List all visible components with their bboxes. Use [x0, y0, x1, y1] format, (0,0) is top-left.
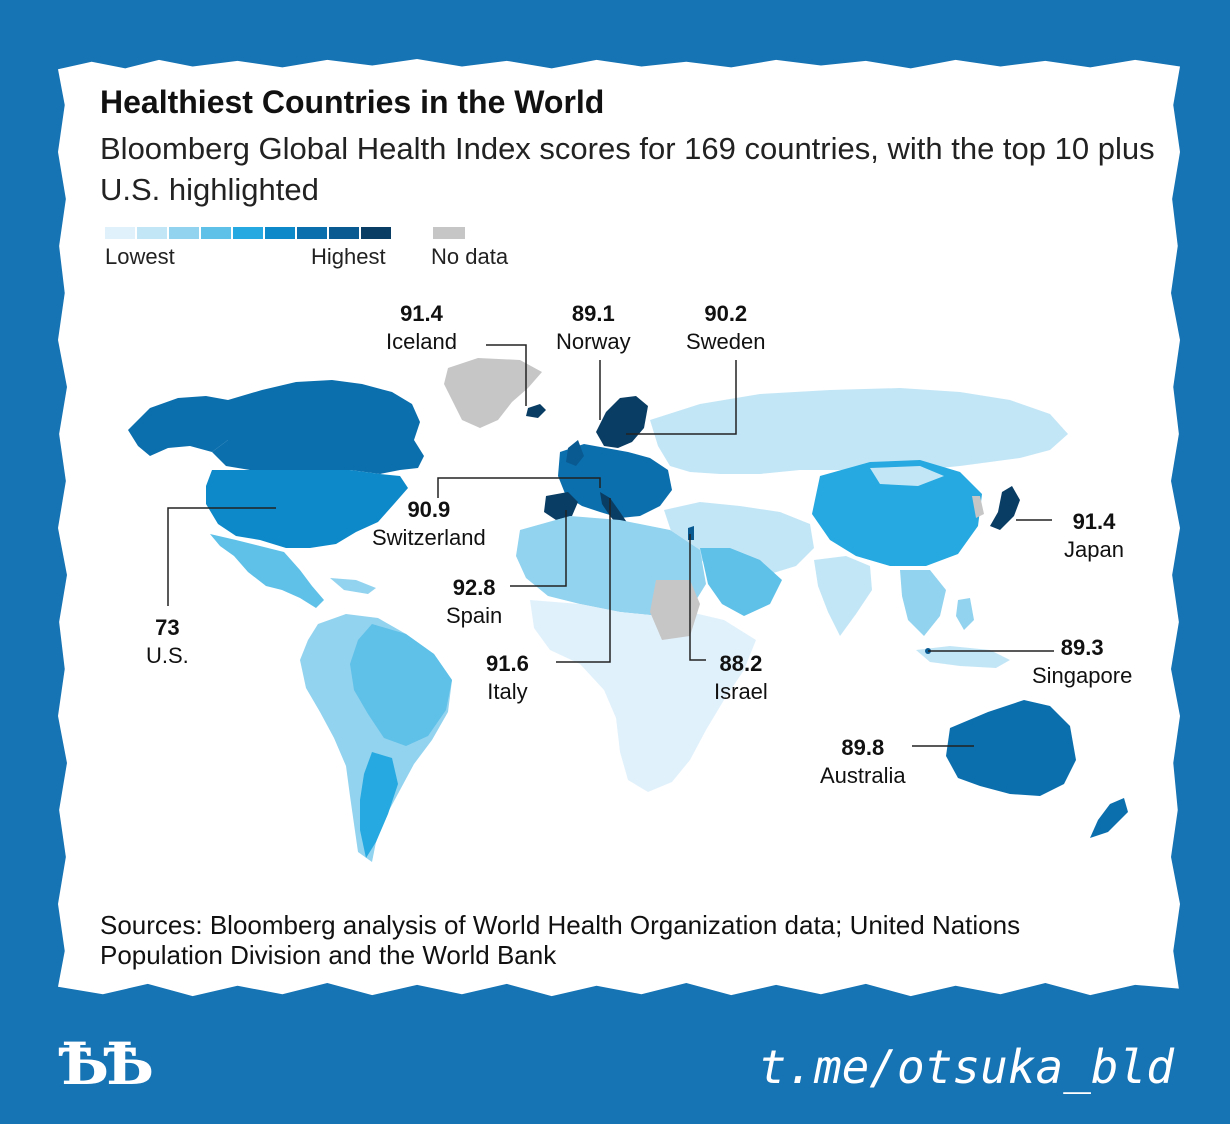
greenland-shape	[444, 358, 542, 428]
country-label: Australia	[820, 763, 906, 788]
map-subtitle: Bloomberg Global Health Index scores for…	[100, 131, 1155, 207]
country-label: Iceland	[386, 329, 457, 354]
brazil-shape	[350, 624, 452, 746]
legend-highest-label: Highest	[311, 244, 386, 269]
score-label: 89.8	[841, 735, 885, 760]
japan-shape	[990, 486, 1020, 530]
score-label: 73	[155, 615, 180, 640]
callout-sweden: 90.2 Sweden	[686, 300, 766, 356]
alaska-shape	[128, 396, 228, 456]
score-label: 91.6	[486, 651, 529, 676]
philippines-shape	[956, 598, 974, 630]
channel-logo: ѢѢ	[58, 1030, 154, 1098]
score-label: 90.9	[407, 497, 451, 522]
legend-nodata-label: No data	[431, 244, 509, 269]
callout-japan: 91.4 Japan	[1064, 508, 1124, 564]
legend-lowest-label: Lowest	[105, 244, 175, 269]
score-label: 90.2	[704, 301, 748, 326]
iceland-leader-line	[486, 344, 527, 406]
uk-shape	[566, 440, 584, 466]
country-label: Sweden	[686, 329, 766, 354]
new-zealand-shape	[1090, 798, 1128, 838]
australia-shape	[946, 700, 1076, 796]
mexico-central-america-shape	[210, 534, 324, 608]
callout-singapore: 89.3 Singapore	[1032, 634, 1132, 690]
country-label: Israel	[714, 679, 768, 704]
country-label: Switzerland	[372, 525, 486, 550]
country-label: Spain	[446, 603, 503, 628]
country-label: U.S.	[146, 643, 189, 668]
channel-handle-link[interactable]: t.me/otsuka_bld	[758, 1040, 1174, 1094]
caribbean-shape	[330, 578, 376, 594]
color-legend: Lowest Highest	[105, 227, 393, 269]
callout-us: 73 U.S.	[146, 614, 189, 670]
italy-shape	[600, 492, 628, 528]
southeast-asia-shape	[900, 570, 946, 636]
callout-iceland: 91.4 Iceland	[386, 300, 457, 356]
legend-swatch	[169, 227, 199, 239]
russia-shape	[650, 388, 1068, 474]
score-label: 88.2	[719, 651, 763, 676]
scandinavia-shape	[596, 396, 648, 448]
sources-note: Sources: Bloomberg analysis of World Hea…	[100, 910, 1021, 970]
legend-swatch	[361, 227, 391, 239]
china-shape	[812, 460, 982, 566]
country-label: Singapore	[1032, 663, 1133, 688]
score-label: 89.1	[571, 301, 615, 326]
middle-east-shape	[664, 502, 814, 574]
score-label: 91.4	[1072, 509, 1116, 534]
country-label: Norway	[556, 329, 631, 354]
switzerland-leader-line	[437, 477, 601, 498]
legend-swatch	[105, 227, 135, 239]
callout-australia: 89.8 Australia	[820, 734, 906, 790]
india-shape	[814, 556, 872, 636]
legend-swatch	[137, 227, 167, 239]
legend-swatch	[233, 227, 263, 239]
score-label: 89.3	[1060, 635, 1104, 660]
usa-shape	[206, 470, 408, 548]
country-label: Italy	[487, 679, 528, 704]
legend-swatch	[329, 227, 359, 239]
israel-shape	[688, 526, 694, 540]
score-label: 91.4	[400, 301, 443, 326]
korea-shape	[972, 496, 984, 518]
legend-swatch	[297, 227, 327, 239]
sweden-leader-line	[626, 360, 737, 435]
callout-norway: 89.1 Norway	[556, 300, 631, 356]
mongolia-shape	[870, 466, 944, 486]
arabia-shape	[700, 548, 782, 616]
iceland-shape	[526, 404, 546, 418]
callout-israel: 88.2 Israel	[714, 650, 768, 706]
israel-leader-line	[689, 534, 706, 661]
callout-spain: 92.8 Spain	[446, 574, 502, 630]
spain-leader-line	[510, 510, 567, 587]
europe-shape	[558, 444, 672, 518]
callout-italy: 91.6 Italy	[486, 650, 529, 706]
score-label: 92.8	[452, 575, 496, 600]
legend-swatch	[265, 227, 295, 239]
callout-switzerland: 90.9 Switzerland	[372, 496, 486, 552]
map-title: Healthiest Countries in the World	[100, 84, 605, 120]
spain-shape	[544, 492, 578, 520]
africa-shape	[530, 600, 756, 792]
us-leader-line	[167, 507, 276, 606]
sudan-shape	[650, 580, 700, 640]
italy-leader-line	[556, 498, 611, 663]
country-label: Japan	[1064, 537, 1124, 562]
legend-swatch	[201, 227, 231, 239]
legend-nodata-swatch	[433, 227, 465, 239]
legend-gradient	[105, 227, 393, 239]
canada-shape	[212, 380, 424, 474]
argentina-shape	[360, 752, 398, 858]
